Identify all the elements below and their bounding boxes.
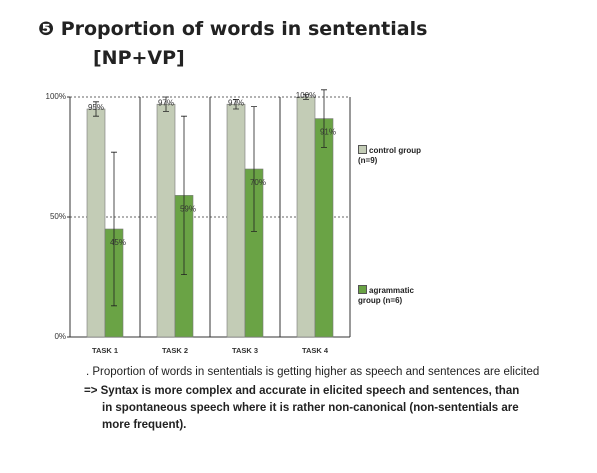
error-bar: [181, 115, 187, 275]
legend-label: agrammatic group (n=6): [358, 286, 414, 305]
data-label: 45%: [110, 238, 126, 247]
title: ❺ Proportion of words in sententials: [38, 18, 428, 40]
subtitle: [NP+VP]: [93, 47, 185, 69]
error-bar: [251, 106, 257, 232]
error-bar: [321, 89, 327, 148]
x-tick-label: TASK 1: [92, 346, 118, 355]
data-label: 95%: [88, 103, 104, 112]
data-label: 70%: [250, 178, 266, 187]
note: . Proportion of words in sententials is …: [86, 366, 540, 378]
legend-item: control group (n=9): [358, 145, 422, 166]
error-bar: [303, 94, 309, 100]
error-bar: [93, 101, 99, 117]
bar: [226, 103, 246, 338]
legend-swatch: [358, 285, 367, 294]
legend-label: control group (n=9): [358, 146, 421, 165]
bar: [86, 108, 106, 338]
legend-item: agrammatic group (n=6): [358, 285, 422, 306]
legend-swatch: [358, 145, 367, 154]
note: => Syntax is more complex and accurate i…: [84, 385, 520, 431]
bar: [296, 96, 316, 338]
y-tick-label: 100%: [46, 92, 66, 101]
data-label: 91%: [320, 128, 336, 137]
error-bar: [111, 151, 117, 307]
x-tick-label: TASK 3: [232, 346, 258, 355]
data-label: 97%: [158, 98, 174, 107]
data-label: 59%: [180, 205, 196, 214]
data-label: 100%: [296, 91, 316, 100]
bar: [156, 103, 176, 338]
data-label: 97%: [228, 98, 244, 107]
y-tick-label: 50%: [50, 212, 66, 221]
y-tick-label: 0%: [54, 332, 66, 341]
x-tick-label: TASK 4: [302, 346, 329, 355]
bar: [314, 118, 334, 338]
x-tick-label: TASK 2: [162, 346, 188, 355]
error-bar: [163, 96, 169, 112]
error-bar: [233, 99, 239, 110]
